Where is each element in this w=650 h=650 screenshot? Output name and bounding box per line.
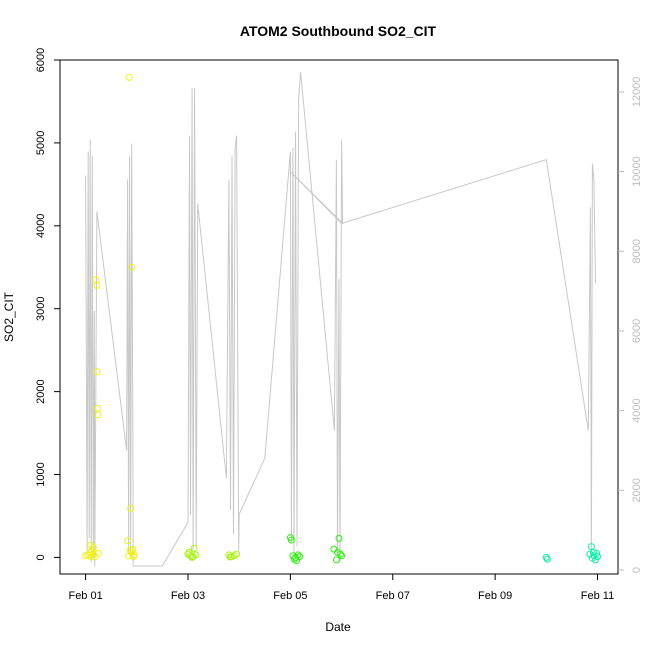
data-point <box>94 549 102 557</box>
y-axis-right: 0 2000 4000 6000 8000 10000 12000 <box>618 77 643 573</box>
data-point <box>589 548 597 556</box>
y-tick-label: 4000 <box>35 214 47 238</box>
x-tick-label: Feb 03 <box>171 590 205 602</box>
data-point <box>233 550 241 558</box>
data-point <box>129 545 137 553</box>
data-point <box>93 368 101 376</box>
y-tick-label: 0 <box>35 554 47 560</box>
data-point <box>82 552 90 560</box>
data-point <box>125 552 133 560</box>
data-point <box>335 534 343 542</box>
y2-tick-label: 4000 <box>631 398 643 422</box>
data-point <box>124 537 132 545</box>
data-point <box>91 553 99 561</box>
data-point <box>185 548 193 556</box>
chart-title: ATOM2 Southbound SO2_CIT <box>240 23 437 39</box>
data-point <box>125 73 133 81</box>
y-tick-label: 3000 <box>35 296 47 320</box>
y-tick-label: 2000 <box>35 379 47 403</box>
data-point <box>543 555 551 563</box>
y2-tick-label: 0 <box>631 567 643 573</box>
series-layer <box>82 71 601 567</box>
y-axis-left: 0 1000 2000 3000 4000 5000 6000 <box>35 48 60 560</box>
data-point <box>330 545 338 553</box>
plot-frame <box>59 59 619 575</box>
y-axis-label: SO2_CIT <box>2 291 16 342</box>
y-tick-label: 1000 <box>35 462 47 486</box>
x-axis: Feb 01 Feb 03 Feb 05 Feb 07 Feb 09 Feb 11 <box>68 574 614 602</box>
y2-tick-label: 2000 <box>631 478 643 502</box>
data-point <box>594 553 601 561</box>
data-point <box>93 404 101 412</box>
data-point <box>93 282 101 289</box>
data-point <box>128 263 136 271</box>
data-point <box>542 553 550 561</box>
x-tick-label: Feb 07 <box>376 590 410 602</box>
x-axis-label: Date <box>325 620 351 634</box>
y2-tick-label: 8000 <box>631 239 643 263</box>
y-tick-label: 5000 <box>35 131 47 155</box>
data-point <box>89 544 97 551</box>
data-point <box>127 505 135 512</box>
data-point <box>129 553 137 561</box>
data-point <box>332 556 340 564</box>
data-point <box>294 551 302 559</box>
data-point <box>86 548 94 556</box>
x-tick-label: Feb 09 <box>478 590 512 602</box>
series-line <box>85 71 596 567</box>
data-point <box>338 552 346 560</box>
data-point <box>337 550 344 558</box>
data-point <box>190 544 198 552</box>
y2-tick-label: 6000 <box>631 319 643 343</box>
y2-tick-label: 12000 <box>631 77 643 108</box>
data-point <box>287 536 295 544</box>
data-point <box>92 276 100 284</box>
x-tick-label: Feb 05 <box>273 590 307 602</box>
y-tick-label: 6000 <box>35 48 47 72</box>
y2-tick-label: 10000 <box>631 156 643 187</box>
data-point <box>593 549 600 557</box>
x-tick-label: Feb 11 <box>581 590 614 602</box>
data-point <box>188 553 196 561</box>
data-point <box>296 553 304 561</box>
data-point <box>226 553 234 561</box>
data-point <box>94 411 102 419</box>
x-tick-label: Feb 01 <box>68 590 102 602</box>
